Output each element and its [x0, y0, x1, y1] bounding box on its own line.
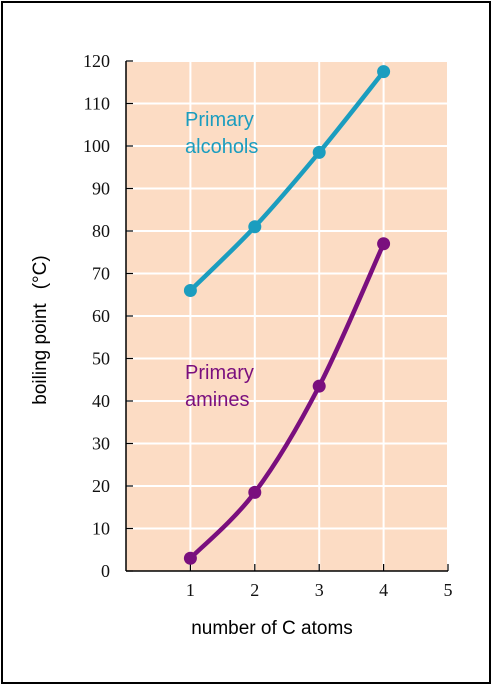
axes [125, 60, 449, 572]
y-tick-label: 40 [92, 391, 110, 411]
alcohols-line [188, 69, 386, 293]
y-tick-label: 120 [83, 51, 110, 71]
y-tick-label: 100 [83, 136, 110, 156]
y-tick-label: 10 [92, 519, 110, 539]
series-group: Primary alcohols Primary amines [183, 65, 391, 565]
amines-point [377, 237, 391, 251]
amines-line [188, 241, 386, 561]
y-tick-label: 80 [92, 221, 110, 241]
alcohols-point [377, 65, 391, 79]
alcohols-label: Primary [185, 109, 254, 131]
x-axis-title: number of C atoms [191, 618, 353, 639]
y-tick-label: 70 [92, 264, 110, 284]
alcohols-point [248, 220, 262, 234]
amines-label: amines [185, 389, 249, 411]
x-tick-label: 3 [315, 580, 324, 600]
y-tick-label: 90 [92, 179, 110, 199]
amines-label: Primary [185, 362, 254, 384]
x-tick-label: 1 [186, 580, 195, 600]
x-tick-label: 4 [379, 580, 388, 600]
y-axis-title-text: boiling point [30, 303, 51, 405]
y-tick-label: 50 [92, 349, 110, 369]
y-tick-label: 110 [84, 94, 110, 114]
x-tick-labels: 1 2 3 4 5 [186, 580, 453, 600]
y-axis-unit: (°C) [30, 255, 51, 289]
amines-point [248, 485, 262, 499]
alcohols-label: alcohols [185, 136, 258, 158]
y-axis-title: boiling point (°C) [30, 255, 51, 404]
x-tick-label: 2 [250, 580, 259, 600]
alcohols-point [312, 145, 326, 159]
y-tick-label: 60 [92, 306, 110, 326]
grid-lines [126, 60, 449, 571]
y-tick-label: 20 [92, 476, 110, 496]
y-tick-label: 30 [92, 434, 110, 454]
amines-point [183, 551, 197, 565]
amines-point [312, 379, 326, 393]
alcohols-point [183, 284, 197, 297]
y-tick-label: 0 [101, 561, 110, 581]
x-tick-label: 5 [444, 580, 453, 600]
y-tick-labels: 0 10 20 30 40 50 60 70 80 90 100 110 120 [83, 51, 110, 581]
